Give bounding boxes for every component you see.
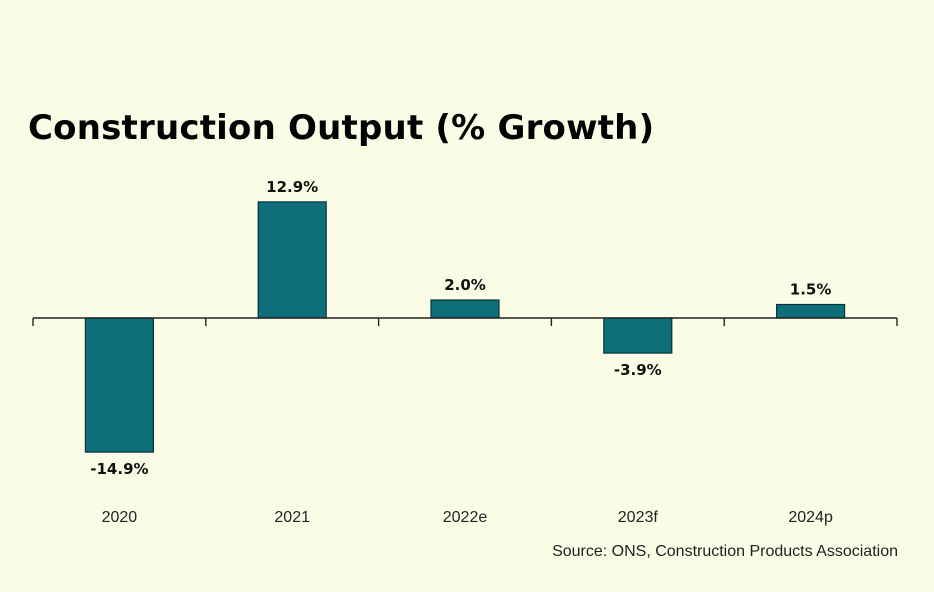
bar-2022e [430,299,500,319]
x-tick-label-2023f: 2023f [618,509,659,526]
x-tick-label-2020: 2020 [102,509,138,526]
data-label-2024p: 1.5% [790,281,832,299]
bar-2021 [257,201,327,319]
data-label-2023f: -3.9% [614,361,662,379]
bar-2020 [84,317,155,453]
data-label-2022e: 2.0% [444,276,486,294]
x-tick-label-2024p: 2024p [788,509,833,526]
chart-title: Construction Output (% Growth) [28,108,655,148]
x-tick-label-2022e: 2022e [443,509,488,526]
data-label-2020: -14.9% [90,460,148,478]
bar-2023f [603,317,673,354]
bar-2024p [775,303,846,319]
x-tick-label-2021: 2021 [274,509,310,526]
data-label-2021: 12.9% [266,178,318,196]
source-note: Source: ONS, Construction Products Assoc… [552,543,898,560]
